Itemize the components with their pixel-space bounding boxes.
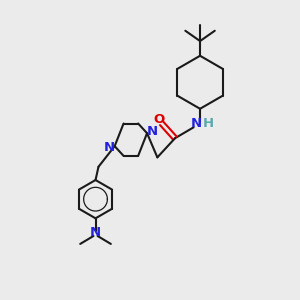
Text: N: N xyxy=(191,117,202,130)
Text: N: N xyxy=(104,141,115,154)
Text: H: H xyxy=(202,117,214,130)
Text: O: O xyxy=(153,112,164,126)
Text: N: N xyxy=(147,125,158,138)
Text: N: N xyxy=(90,226,101,239)
